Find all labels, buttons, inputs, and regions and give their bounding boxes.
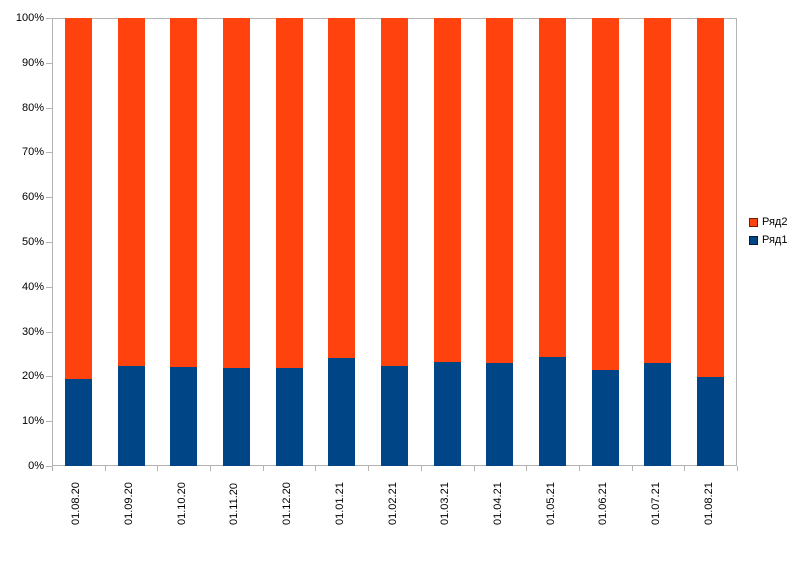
y-axis-label: 60% <box>21 191 44 204</box>
bar-01.04.21 <box>486 18 514 466</box>
bar-segment-Ряд1 <box>328 357 356 466</box>
x-axis-label: 01.05.21 <box>544 482 557 525</box>
bar-01.07.21 <box>644 18 672 466</box>
bar-segment-Ряд1 <box>591 370 619 466</box>
x-axis-label: 01.01.21 <box>333 482 346 525</box>
bar-01.12.20 <box>275 18 303 466</box>
bar-01.08.21 <box>697 18 725 466</box>
bar-01.05.21 <box>539 18 567 466</box>
y-axis-label: 10% <box>21 415 44 428</box>
bar-segment-Ряд1 <box>170 367 198 466</box>
y-axis-tick <box>46 62 52 64</box>
bar-segment-Ряд2 <box>222 18 250 368</box>
y-axis-tick <box>46 107 52 109</box>
bar-01.11.20 <box>222 18 250 466</box>
y-axis-tick <box>46 376 52 378</box>
bar-segment-Ряд1 <box>275 368 303 466</box>
bar-segment-Ряд2 <box>275 18 303 369</box>
y-axis-label: 50% <box>21 236 44 248</box>
x-axis-label: 01.03.21 <box>439 482 452 525</box>
x-axis-tick <box>368 466 370 471</box>
y-axis-label: 0% <box>28 460 44 472</box>
x-axis-label: 01.04.21 <box>491 482 504 525</box>
y-axis-tick <box>46 331 52 333</box>
x-axis-tick <box>526 466 528 471</box>
y-axis-label: 90% <box>21 56 44 69</box>
x-axis-label: 01.07.21 <box>649 482 662 525</box>
y-axis-label: 40% <box>21 280 44 293</box>
x-axis-tick <box>737 466 738 471</box>
legend-label: Ряд1 <box>762 234 788 246</box>
bar-01.03.21 <box>433 18 461 466</box>
bar-segment-Ряд2 <box>117 18 145 366</box>
x-axis-label: 01.08.21 <box>702 482 715 525</box>
x-axis-label: 01.06.21 <box>597 482 610 525</box>
y-axis-label: 80% <box>21 101 44 114</box>
bar-segment-Ряд2 <box>591 18 619 371</box>
bar-segment-Ряд2 <box>697 18 725 377</box>
legend-item-Ряд1: Ряд1 <box>749 234 787 246</box>
y-axis-tick <box>46 152 52 154</box>
bar-01.09.20 <box>117 18 145 466</box>
x-axis-label: 01.09.20 <box>123 482 136 525</box>
bar-01.10.20 <box>170 18 198 466</box>
x-axis-label: 01.11.20 <box>228 482 241 525</box>
bar-segment-Ряд2 <box>170 18 198 367</box>
legend: Ряд2 Ряд1 <box>749 216 787 246</box>
bar-01.02.21 <box>381 18 408 466</box>
y-axis-tick <box>46 18 52 19</box>
bar-01.01.21 <box>328 18 356 466</box>
plot-area <box>52 18 737 466</box>
x-axis-tick <box>420 466 422 471</box>
x-axis-label: 01.02.21 <box>386 482 399 525</box>
x-axis-tick <box>473 466 475 471</box>
bar-segment-Ряд1 <box>222 367 250 466</box>
bar-segment-Ряд2 <box>381 18 408 367</box>
y-axis-tick <box>46 466 52 467</box>
y-axis-label: 30% <box>21 325 44 338</box>
bar-segment-Ряд1 <box>539 357 567 466</box>
legend-key-swatch <box>749 217 758 227</box>
x-axis-tick <box>210 466 212 471</box>
x-axis-label: 01.10.20 <box>175 482 188 525</box>
legend-item-Ряд2: Ряд2 <box>749 216 787 228</box>
y-axis-tick <box>46 242 52 243</box>
bar-01.08.20 <box>64 18 92 466</box>
legend-key-swatch <box>749 235 758 245</box>
x-axis-tick <box>104 466 106 471</box>
bar-segment-Ряд1 <box>644 362 672 466</box>
bar-segment-Ряд1 <box>697 376 725 466</box>
bar-segment-Ряд2 <box>539 18 567 358</box>
bar-segment-Ряд1 <box>117 365 145 466</box>
bar-01.06.21 <box>591 18 619 466</box>
bar-segment-Ряд1 <box>486 362 514 466</box>
bar-segment-Ряд2 <box>644 18 672 363</box>
bar-segment-Ряд2 <box>486 18 514 363</box>
x-axis-tick <box>684 466 686 471</box>
y-axis-tick <box>46 197 52 199</box>
y-axis-label: 100% <box>15 12 44 24</box>
bar-segment-Ряд2 <box>433 18 461 362</box>
bar-segment-Ряд1 <box>381 366 408 466</box>
x-axis-tick <box>52 466 53 471</box>
y-axis-label: 70% <box>21 146 44 159</box>
legend-label: Ряд2 <box>762 216 788 228</box>
x-axis-tick <box>315 466 317 471</box>
x-axis-label: 01.12.20 <box>281 482 294 525</box>
x-axis-tick <box>578 466 580 471</box>
y-axis-tick <box>46 286 52 288</box>
bar-segment-Ряд1 <box>433 361 461 466</box>
x-axis-tick <box>262 466 264 471</box>
bar-segment-Ряд2 <box>64 18 92 380</box>
x-axis-label: 01.08.20 <box>70 482 83 525</box>
y-axis-tick <box>46 421 52 423</box>
x-axis-tick <box>157 466 159 471</box>
bar-segment-Ряд2 <box>328 18 356 358</box>
x-axis-tick <box>631 466 633 471</box>
y-axis-label: 20% <box>21 370 44 383</box>
bar-segment-Ряд1 <box>64 379 92 466</box>
